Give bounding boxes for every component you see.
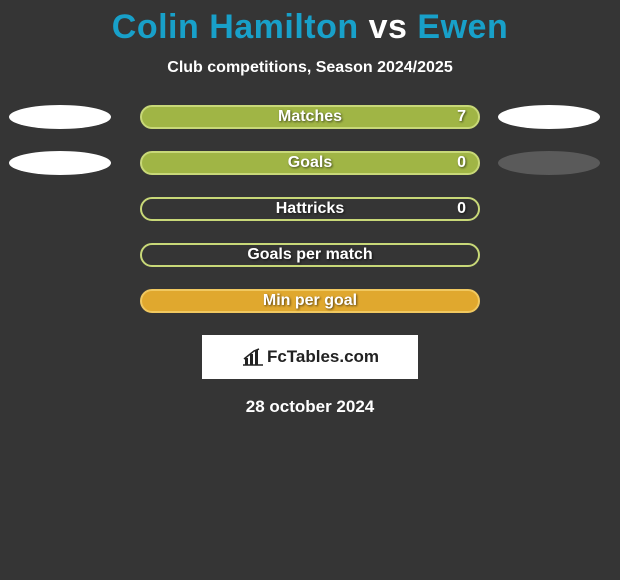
stat-bar: Min per goal — [140, 289, 480, 313]
stat-bar: Hattricks 0 — [140, 197, 480, 221]
stat-bar: Matches 7 — [140, 105, 480, 129]
subtitle: Club competitions, Season 2024/2025 — [167, 59, 452, 77]
stat-label: Hattricks — [276, 200, 344, 218]
page-title: Colin Hamilton vs Ewen — [112, 8, 508, 47]
player1-name: Colin Hamilton — [112, 8, 359, 46]
ellipse-left — [9, 105, 111, 129]
date-text: 28 october 2024 — [246, 397, 375, 417]
stat-label: Matches — [278, 108, 342, 126]
bars-icon — [241, 348, 263, 366]
stat-row: Goals 0 — [0, 151, 620, 175]
stat-value: 0 — [457, 154, 466, 172]
logo: FcTables.com — [241, 347, 379, 367]
comparison-infographic: Colin Hamilton vs Ewen Club competitions… — [0, 0, 620, 417]
stat-rows: Matches 7 Goals 0 Hattricks 0 Goals per match M… — [0, 105, 620, 313]
stat-bar: Goals per match — [140, 243, 480, 267]
vs-text: vs — [369, 8, 408, 46]
stat-row: Goals per match — [0, 243, 620, 267]
player2-name: Ewen — [417, 8, 508, 46]
ellipse-right — [498, 105, 600, 129]
ellipse-right — [498, 151, 600, 175]
stat-row: Min per goal — [0, 289, 620, 313]
stat-value: 0 — [457, 200, 466, 218]
stat-value: 7 — [457, 108, 466, 126]
logo-box: FcTables.com — [202, 335, 418, 379]
stat-bar: Goals 0 — [140, 151, 480, 175]
stat-label: Goals per match — [247, 246, 372, 264]
ellipse-left — [9, 151, 111, 175]
stat-row: Matches 7 — [0, 105, 620, 129]
stat-label: Goals — [288, 154, 332, 172]
stat-label: Min per goal — [263, 292, 357, 310]
stat-row: Hattricks 0 — [0, 197, 620, 221]
logo-text: FcTables.com — [267, 347, 379, 367]
